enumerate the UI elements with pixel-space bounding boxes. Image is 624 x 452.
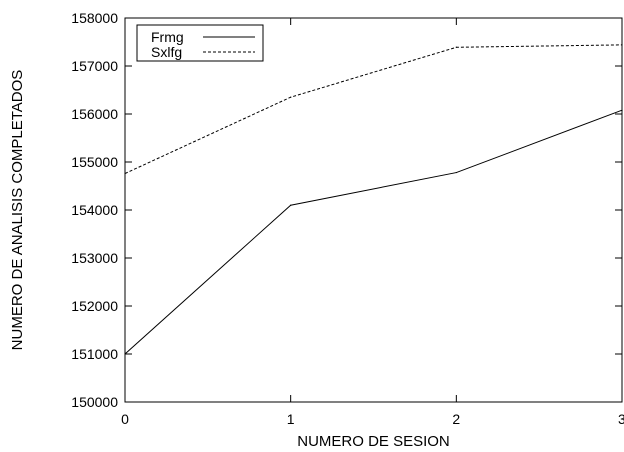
series-group [124,44,623,355]
y-tick-label: 150000 [71,394,118,410]
data-point-sxlfg [621,44,623,46]
x-tick-label: 0 [121,411,129,427]
x-tick-label: 3 [618,411,624,427]
plot-frame [124,17,623,403]
axis-ticks: 150000 151000 152000 153000 154000 155000 1560… [71,10,624,427]
y-tick-label: 152000 [71,298,118,314]
x-axis-label: NUMERO DE SESION [297,433,450,450]
data-point-frmg [621,109,623,111]
data-point-frmg [124,353,126,355]
series-line-sxlfg [124,44,623,174]
y-tick-label: 154000 [71,202,118,218]
y-tick-label: 153000 [71,250,118,266]
legend-label-sxlfg: Sxlfg [151,44,182,60]
y-tick-label: 157000 [71,58,118,74]
legend-label-frmg: Frmg [151,29,184,45]
series-line-frmg [124,109,623,355]
data-point-sxlfg [124,172,126,175]
legend-box [136,24,264,62]
y-tick-label: 155000 [71,154,118,170]
data-point-sxlfg [290,96,292,98]
y-tick-label: 158000 [71,10,118,26]
y-tick-label: 156000 [71,106,118,122]
data-point-frmg [455,171,457,174]
data-point-frmg [290,204,292,206]
y-tick-label: 151000 [71,346,118,362]
x-tick-label: 1 [287,411,295,427]
data-point-sxlfg [455,46,457,48]
x-tick-label: 2 [452,411,460,427]
y-axis-label: NUMERO DE ANALISIS COMPLETADOS [9,70,26,351]
